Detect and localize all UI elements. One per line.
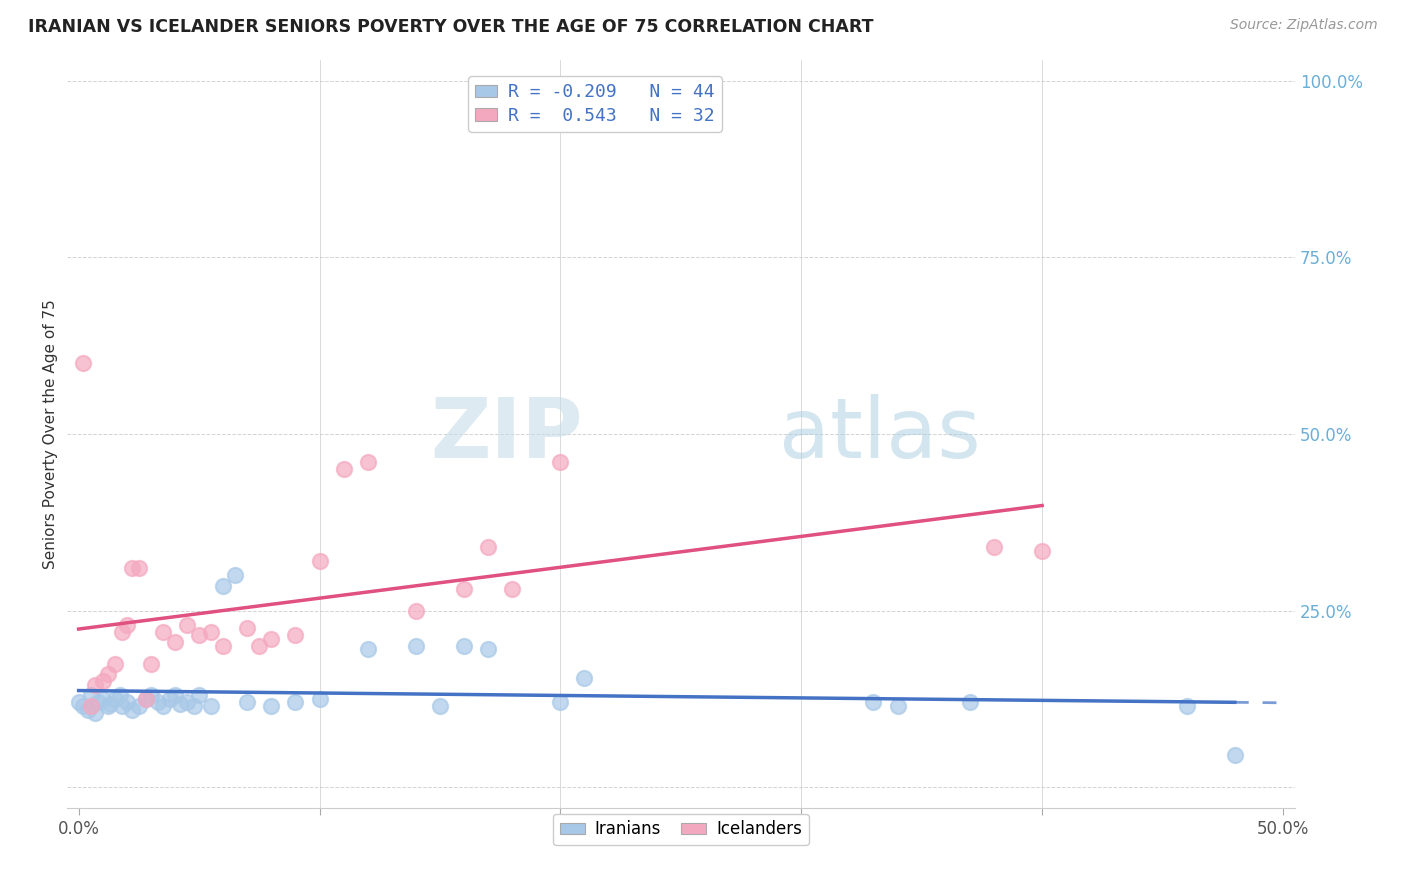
Point [111, 624, 134, 639]
Point [104, 657, 127, 671]
Point [188, 628, 211, 642]
Point [139, 689, 162, 703]
Point [308, 692, 330, 706]
Point [115, 617, 138, 632]
Point [405, 604, 427, 618]
Point [163, 635, 186, 649]
Point [72, 356, 94, 370]
Point [501, 582, 523, 597]
Point [212, 639, 235, 653]
Point [1175, 698, 1198, 713]
Point [84, 706, 107, 720]
Point [550, 455, 572, 469]
Point [247, 639, 270, 653]
Point [200, 624, 222, 639]
Point [84, 678, 107, 692]
Point [886, 698, 908, 713]
Point [260, 632, 283, 646]
Point [405, 639, 427, 653]
Text: ZIP: ZIP [430, 393, 582, 475]
Point [152, 624, 174, 639]
Point [1223, 748, 1246, 763]
Point [152, 698, 174, 713]
Point [121, 561, 143, 575]
Text: IRANIAN VS ICELANDER SENIORS POVERTY OVER THE AGE OF 75 CORRELATION CHART: IRANIAN VS ICELANDER SENIORS POVERTY OVE… [28, 18, 873, 36]
Point [236, 696, 259, 710]
Point [477, 540, 499, 554]
Point [862, 696, 884, 710]
Point [163, 689, 186, 703]
Point [139, 657, 162, 671]
Point [983, 540, 1005, 554]
Point [429, 698, 451, 713]
Point [77, 702, 100, 716]
Point [183, 698, 205, 713]
Point [308, 554, 330, 568]
Text: atlas: atlas [779, 393, 981, 475]
Point [284, 628, 307, 642]
Point [91, 674, 114, 689]
Point [1031, 543, 1053, 558]
Point [146, 696, 169, 710]
Point [550, 696, 572, 710]
Point [79, 689, 101, 703]
Point [67, 696, 90, 710]
Point [188, 689, 211, 703]
Point [72, 698, 94, 713]
Point [176, 617, 198, 632]
Point [79, 698, 101, 713]
Point [212, 579, 235, 593]
Point [176, 696, 198, 710]
Point [357, 642, 380, 657]
Point [453, 582, 475, 597]
Text: Source: ZipAtlas.com: Source: ZipAtlas.com [1230, 18, 1378, 32]
Point [108, 689, 131, 703]
Point [959, 696, 981, 710]
Point [260, 698, 283, 713]
Point [200, 698, 222, 713]
Point [224, 568, 246, 582]
Point [332, 462, 354, 476]
Point [98, 697, 121, 711]
Point [128, 561, 150, 575]
Point [96, 698, 118, 713]
Point [135, 692, 157, 706]
Point [96, 667, 118, 681]
Point [574, 671, 596, 685]
Point [236, 621, 259, 635]
Point [115, 696, 138, 710]
Point [121, 702, 143, 716]
Point [453, 639, 475, 653]
Y-axis label: Seniors Poverty Over the Age of 75: Seniors Poverty Over the Age of 75 [44, 299, 58, 569]
Point [357, 455, 380, 469]
Point [111, 698, 134, 713]
Point [284, 696, 307, 710]
Point [169, 697, 191, 711]
Point [128, 698, 150, 713]
Point [87, 696, 110, 710]
Point [104, 692, 127, 706]
Point [159, 692, 181, 706]
Point [135, 692, 157, 706]
Point [477, 642, 499, 657]
Legend: Iranians, Icelanders: Iranians, Icelanders [553, 814, 808, 845]
Point [91, 692, 114, 706]
